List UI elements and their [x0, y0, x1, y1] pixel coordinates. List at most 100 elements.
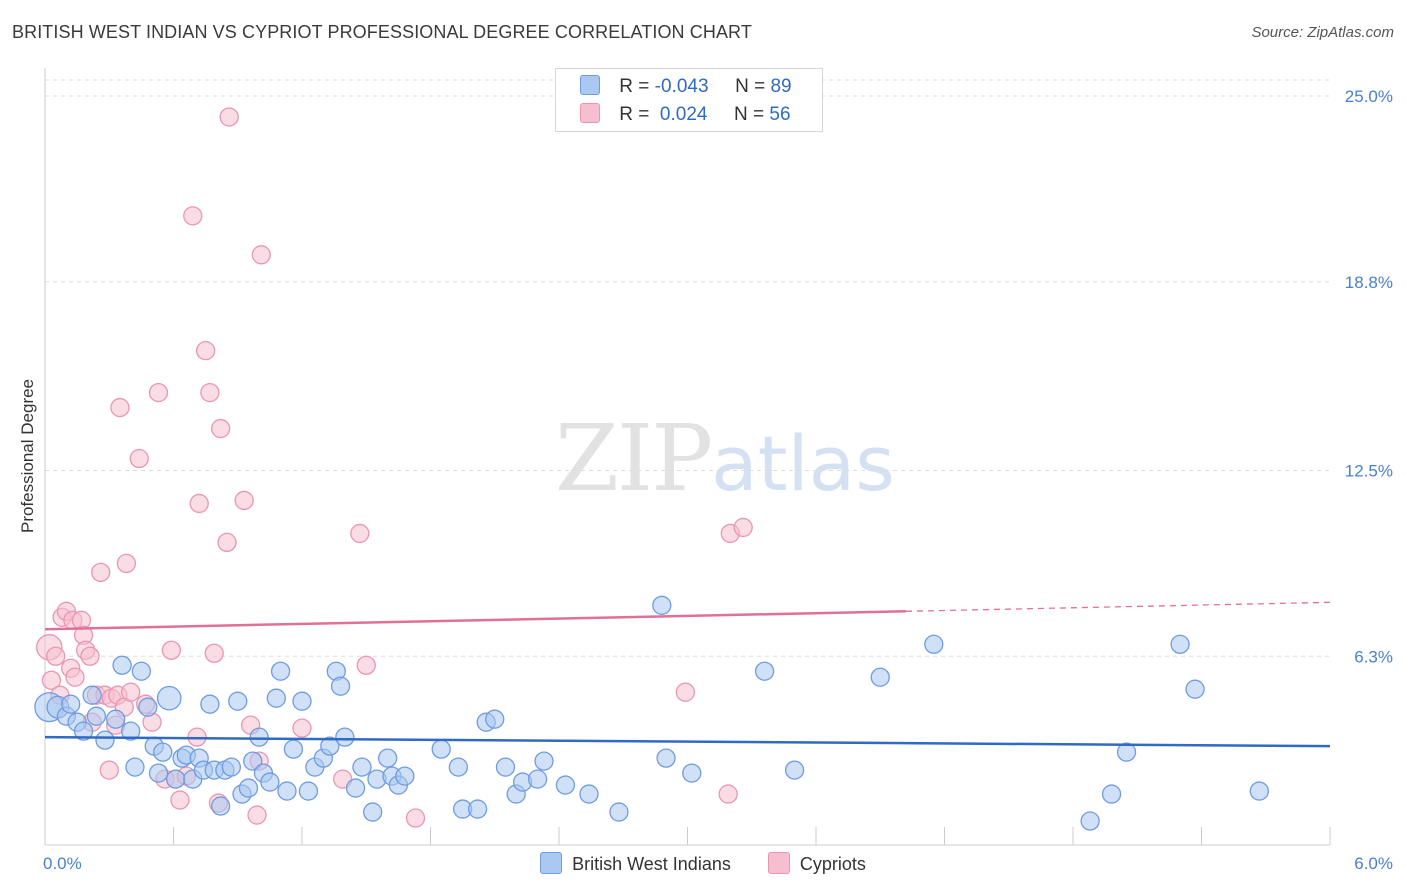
pink-swatch [580, 103, 600, 123]
british-west-indians-point [1116, 742, 1137, 762]
british-west-indians-point [238, 778, 259, 798]
british-west-indians-point [121, 721, 141, 741]
cypriots-point [356, 655, 376, 675]
british-west-indians-point [320, 736, 340, 756]
british-west-indians-point [363, 802, 383, 822]
british-west-indians-point [82, 685, 102, 705]
r-value: -0.043 [654, 76, 709, 97]
cypriots-point [718, 784, 738, 804]
watermark-atlas: atlas [711, 419, 895, 508]
y-tick-label: 6.3% [1354, 647, 1393, 666]
cypriots-point [292, 718, 312, 738]
y-tick-label: 25.0% [1345, 87, 1393, 106]
british-west-indians-point [495, 757, 516, 777]
pink-swatch [767, 852, 790, 874]
n-value: 89 [770, 76, 792, 97]
british-west-indians-point [138, 697, 158, 717]
cypriots-point [675, 682, 696, 702]
cypriots-point [217, 532, 237, 553]
british-west-indians-point [1101, 784, 1122, 804]
british-west-indians-point [1249, 781, 1269, 801]
british-west-indians-point [165, 769, 186, 789]
british-west-indians-point [153, 742, 173, 762]
y-tick-label: 18.8% [1345, 273, 1393, 292]
british-west-indians-point [260, 772, 280, 792]
legend-item-cypriots[interactable]: Cypriots [767, 852, 866, 875]
stats-legend-row-pink: R = 0.024 N = 56 [580, 103, 791, 127]
legend-label: Cypriots [799, 854, 866, 874]
british-west-indians-point [243, 751, 263, 771]
british-west-indians-point [924, 634, 944, 654]
british-west-indians-point [292, 691, 312, 711]
british-west-indians-point [95, 730, 115, 750]
cypriots-point [121, 682, 141, 702]
cypriots-point [170, 790, 190, 810]
source-credit: Source: ZipAtlas.com [1251, 24, 1394, 41]
british-west-indians-point [249, 727, 269, 747]
british-west-indians-point [73, 721, 94, 741]
british-west-indians-point [125, 757, 145, 777]
british-west-indians-point [283, 739, 304, 759]
cypriots-point [189, 493, 209, 514]
trend-line [44, 735, 1331, 748]
cypriots-point [200, 382, 220, 403]
y-tick-label: 12.5% [1345, 462, 1393, 481]
british-west-indians-point [156, 685, 182, 711]
british-west-indians-point [1080, 811, 1100, 831]
british-west-indians-point [345, 778, 366, 798]
cypriots-point [91, 562, 111, 583]
british-west-indians-point [555, 775, 576, 795]
british-west-indians-point [277, 781, 297, 801]
cypriots-point [733, 517, 753, 538]
british-west-indians-point [682, 763, 702, 783]
cypriots-point [116, 553, 137, 574]
british-west-indians-point [395, 766, 415, 786]
british-west-indians-point [609, 802, 629, 822]
british-west-indians-point [298, 781, 319, 801]
cypriots-point [350, 523, 370, 544]
chart-title: BRITISH WEST INDIAN VS CYPRIOT PROFESSIO… [12, 22, 752, 42]
r-value: 0.024 [654, 104, 708, 125]
british-west-indians-point [106, 709, 126, 729]
british-west-indians-point [86, 706, 107, 726]
british-west-indians-point [270, 661, 291, 681]
british-west-indians-point [527, 769, 548, 789]
british-west-indians-point [656, 748, 676, 768]
british-west-indians-point [131, 661, 152, 681]
watermark-zip: ZIP [555, 405, 713, 512]
british-west-indians-point [330, 676, 351, 696]
cypriots-point [46, 646, 66, 666]
british-west-indians-point [352, 757, 372, 777]
cypriots-point [161, 640, 182, 660]
british-west-indians-point [200, 694, 220, 714]
british-west-indians-point [221, 757, 241, 777]
british-west-indians-point [784, 760, 805, 780]
british-west-indians-point [378, 748, 398, 768]
british-west-indians-point [579, 784, 599, 804]
trend-line [44, 610, 906, 631]
cypriots-point [129, 448, 149, 469]
british-west-indians-point [534, 751, 554, 771]
n-value: 56 [769, 104, 791, 125]
legend-item-british-west-indians[interactable]: British West Indians [540, 852, 731, 875]
cypriots-point [148, 382, 169, 403]
british-west-indians-point [335, 727, 355, 747]
cypriots-point [247, 805, 267, 825]
british-west-indians-point [1185, 679, 1205, 699]
british-west-indians-point [61, 694, 81, 714]
cypriots-point [405, 808, 426, 828]
british-west-indians-point [754, 661, 775, 681]
british-west-indians-point [228, 691, 248, 711]
british-west-indians-point [485, 709, 505, 729]
british-west-indians-point [870, 667, 890, 687]
british-west-indians-point [112, 655, 132, 675]
cypriots-point [80, 646, 100, 666]
legend-label: British West Indians [572, 854, 731, 874]
british-west-indians-point [467, 799, 488, 819]
cypriots-point [65, 667, 85, 687]
british-west-indians-point [431, 739, 451, 759]
british-west-indians-point [148, 763, 169, 783]
cypriots-point [234, 490, 254, 511]
british-west-indians-point [652, 595, 672, 615]
